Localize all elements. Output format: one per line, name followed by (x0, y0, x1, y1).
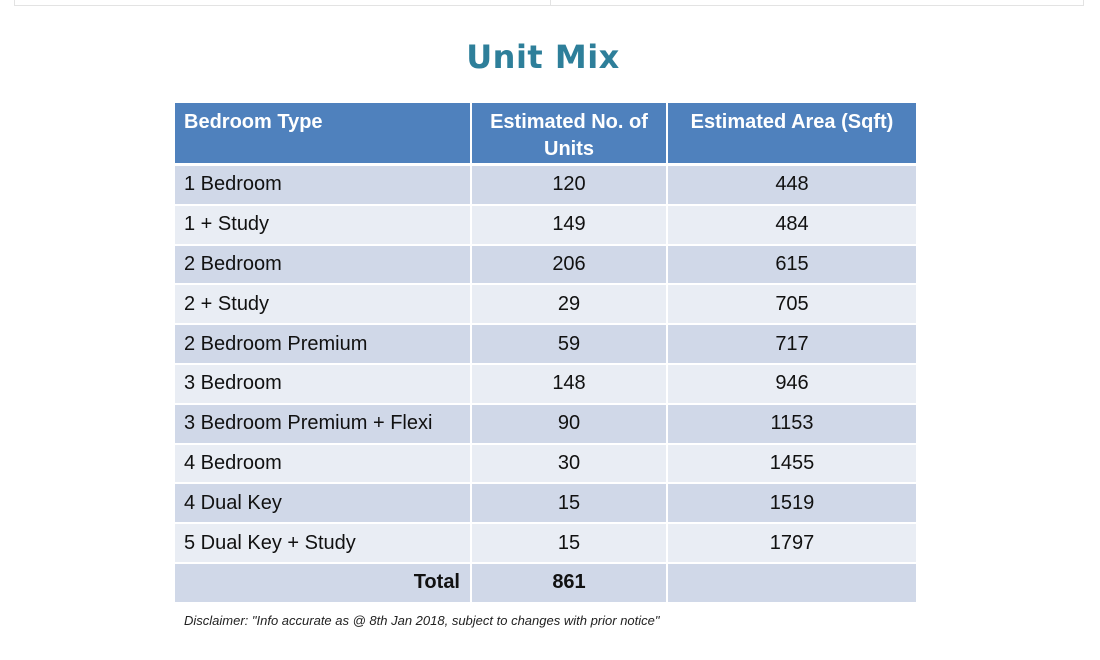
cell-estimated-area: 615 (668, 245, 916, 286)
cell-bedroom-type: 3 Bedroom (175, 364, 472, 405)
cell-bedroom-type: 3 Bedroom Premium + Flexi (175, 404, 472, 445)
table-row: 2 + Study 29 705 (175, 285, 916, 326)
cell-estimated-units: 29 (472, 285, 668, 326)
table-row: 2 Bedroom Premium 59 717 (175, 325, 916, 365)
total-label: Total (175, 563, 472, 604)
table-row: 4 Dual Key 15 1519 (175, 484, 916, 525)
table-row: 3 Bedroom Premium + Flexi 90 1153 (175, 404, 916, 445)
top-frame-strip (14, 0, 1084, 6)
cell-estimated-area: 717 (668, 325, 916, 365)
cell-estimated-area: 1455 (668, 444, 916, 485)
cell-bedroom-type: 2 Bedroom Premium (175, 325, 472, 365)
cell-bedroom-type: 5 Dual Key + Study (175, 524, 472, 564)
cell-estimated-units: 90 (472, 404, 668, 445)
cell-estimated-area: 1153 (668, 404, 916, 445)
cell-estimated-units: 149 (472, 205, 668, 246)
cell-estimated-units: 15 (472, 524, 668, 564)
total-area (668, 563, 916, 604)
table-row: 3 Bedroom 148 946 (175, 364, 916, 405)
unit-mix-table: Bedroom Type Estimated No. of Units Esti… (175, 103, 916, 604)
cell-estimated-area: 1797 (668, 524, 916, 564)
cell-estimated-area: 484 (668, 205, 916, 246)
cell-estimated-units: 148 (472, 364, 668, 405)
header-estimated-area: Estimated Area (Sqft) (668, 103, 916, 166)
total-units: 861 (472, 563, 668, 604)
cell-estimated-units: 30 (472, 444, 668, 485)
cell-estimated-units: 59 (472, 325, 668, 365)
cell-estimated-area: 946 (668, 364, 916, 405)
cell-bedroom-type: 1 Bedroom (175, 166, 472, 206)
table-body: 1 Bedroom 120 448 1 + Study 149 484 2 Bedroom 2… (175, 166, 916, 604)
cell-estimated-area: 705 (668, 285, 916, 326)
cell-bedroom-type: 4 Dual Key (175, 484, 472, 525)
table-row: 5 Dual Key + Study 15 1797 (175, 524, 916, 564)
disclaimer-text: Disclaimer: "Info accurate as @ 8th Jan … (184, 613, 660, 628)
table-header-row: Bedroom Type Estimated No. of Units Esti… (175, 103, 916, 166)
header-estimated-units: Estimated No. of Units (472, 103, 668, 166)
cell-bedroom-type: 1 + Study (175, 205, 472, 246)
cell-bedroom-type: 4 Bedroom (175, 444, 472, 485)
table-row: 2 Bedroom 206 615 (175, 245, 916, 286)
cell-bedroom-type: 2 + Study (175, 285, 472, 326)
page-title: Unit Mix (466, 38, 620, 76)
header-bedroom-type: Bedroom Type (175, 103, 472, 166)
table-total-row: Total 861 (175, 563, 916, 604)
table-row: 4 Bedroom 30 1455 (175, 444, 916, 485)
cell-estimated-units: 206 (472, 245, 668, 286)
table-row: 1 Bedroom 120 448 (175, 166, 916, 206)
cell-estimated-area: 1519 (668, 484, 916, 525)
table-row: 1 + Study 149 484 (175, 205, 916, 246)
cell-estimated-units: 15 (472, 484, 668, 525)
cell-estimated-units: 120 (472, 166, 668, 206)
cell-estimated-area: 448 (668, 166, 916, 206)
cell-bedroom-type: 2 Bedroom (175, 245, 472, 286)
top-frame-divider (550, 0, 551, 6)
